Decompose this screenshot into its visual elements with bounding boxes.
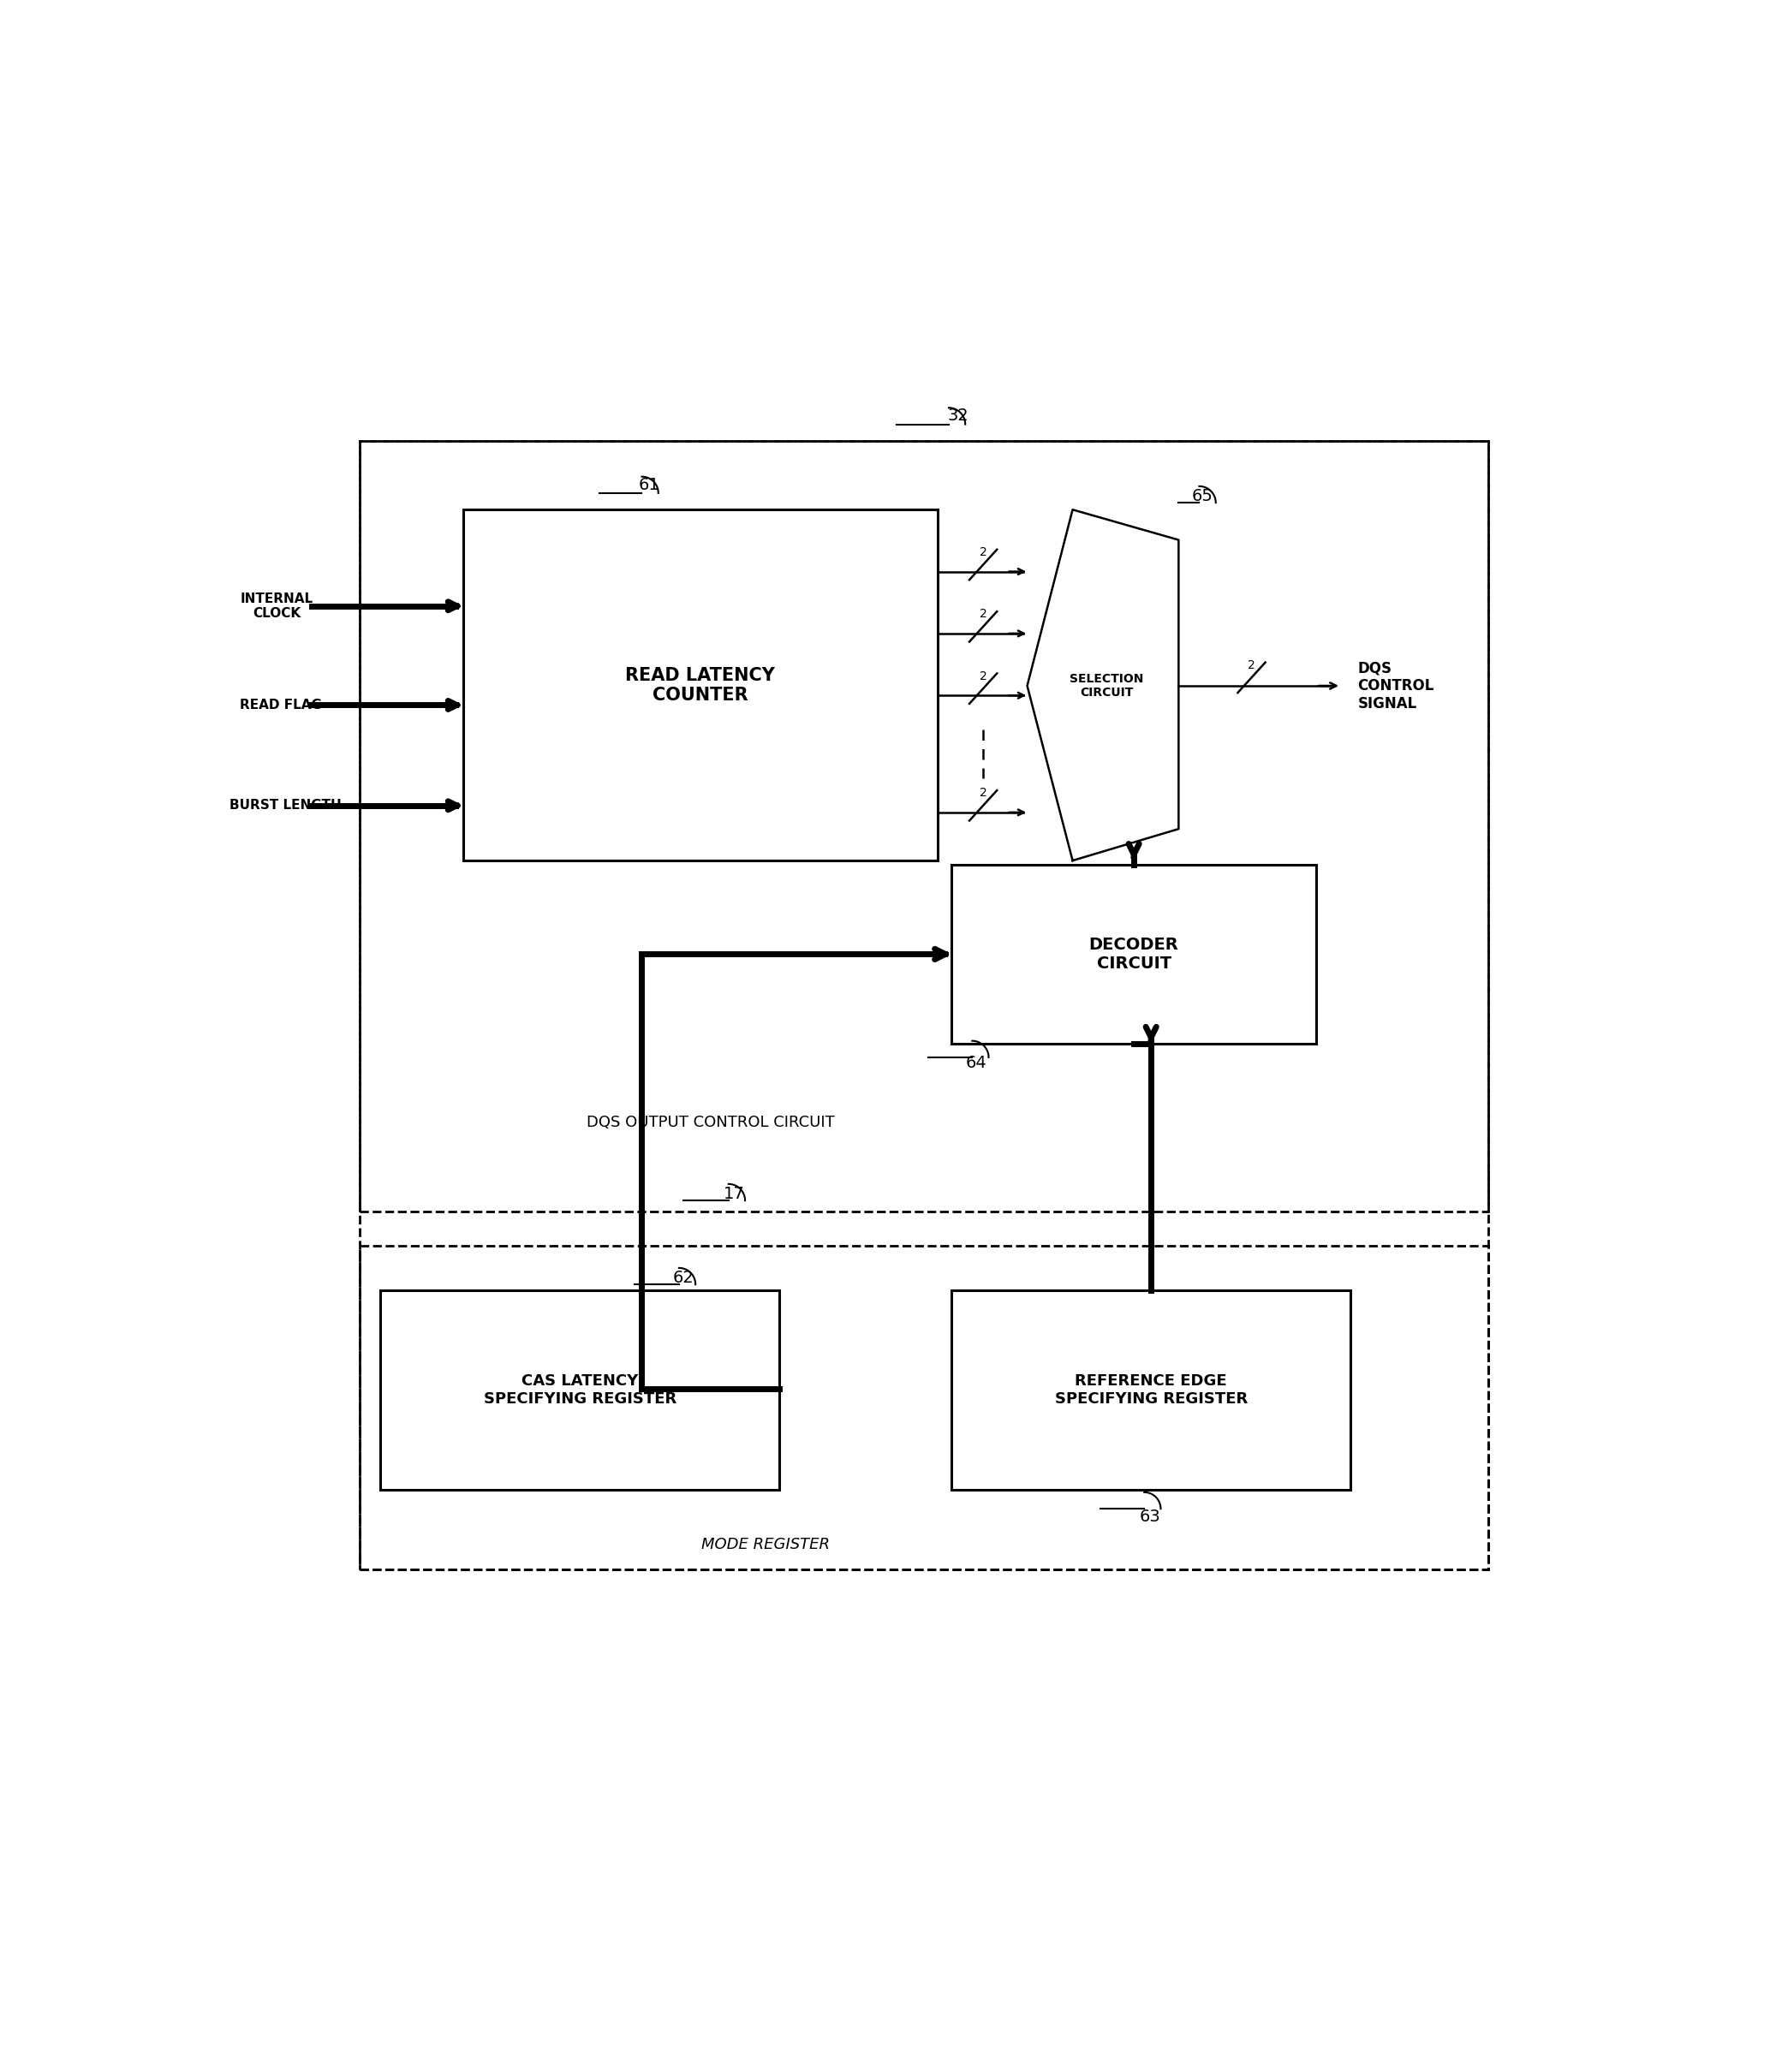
Text: 2: 2 bbox=[979, 547, 987, 557]
Polygon shape bbox=[952, 1291, 1352, 1490]
Text: 32: 32 bbox=[948, 408, 970, 425]
Text: READ FLAG: READ FLAG bbox=[240, 698, 321, 711]
Text: 2: 2 bbox=[979, 609, 987, 620]
Text: 62: 62 bbox=[673, 1270, 694, 1287]
Text: 64: 64 bbox=[966, 1055, 987, 1071]
Text: 2: 2 bbox=[1249, 659, 1256, 671]
Text: DECODER
CIRCUIT: DECODER CIRCUIT bbox=[1089, 937, 1179, 972]
Text: 65: 65 bbox=[1192, 487, 1213, 503]
Text: READ LATENCY
COUNTER: READ LATENCY COUNTER bbox=[625, 667, 774, 704]
Text: 61: 61 bbox=[638, 477, 659, 493]
Text: 2: 2 bbox=[979, 669, 987, 682]
Polygon shape bbox=[464, 510, 938, 860]
Text: 17: 17 bbox=[723, 1185, 744, 1202]
Polygon shape bbox=[1027, 510, 1179, 860]
Text: REFERENCE EDGE
SPECIFYING REGISTER: REFERENCE EDGE SPECIFYING REGISTER bbox=[1055, 1374, 1247, 1407]
Text: INTERNAL
CLOCK: INTERNAL CLOCK bbox=[240, 593, 314, 620]
Text: DQS OUTPUT CONTROL CIRCUIT: DQS OUTPUT CONTROL CIRCUIT bbox=[586, 1115, 835, 1129]
Text: MODE REGISTER: MODE REGISTER bbox=[702, 1537, 829, 1552]
Text: BURST LENGTH: BURST LENGTH bbox=[229, 800, 341, 812]
Text: 2: 2 bbox=[979, 787, 987, 800]
Text: CAS LATENCY
SPECIFYING REGISTER: CAS LATENCY SPECIFYING REGISTER bbox=[483, 1374, 677, 1407]
Text: 63: 63 bbox=[1138, 1508, 1160, 1525]
Polygon shape bbox=[380, 1291, 780, 1490]
Text: SELECTION
CIRCUIT: SELECTION CIRCUIT bbox=[1069, 673, 1144, 698]
Polygon shape bbox=[952, 864, 1316, 1044]
Text: DQS
CONTROL
SIGNAL: DQS CONTROL SIGNAL bbox=[1357, 661, 1433, 711]
